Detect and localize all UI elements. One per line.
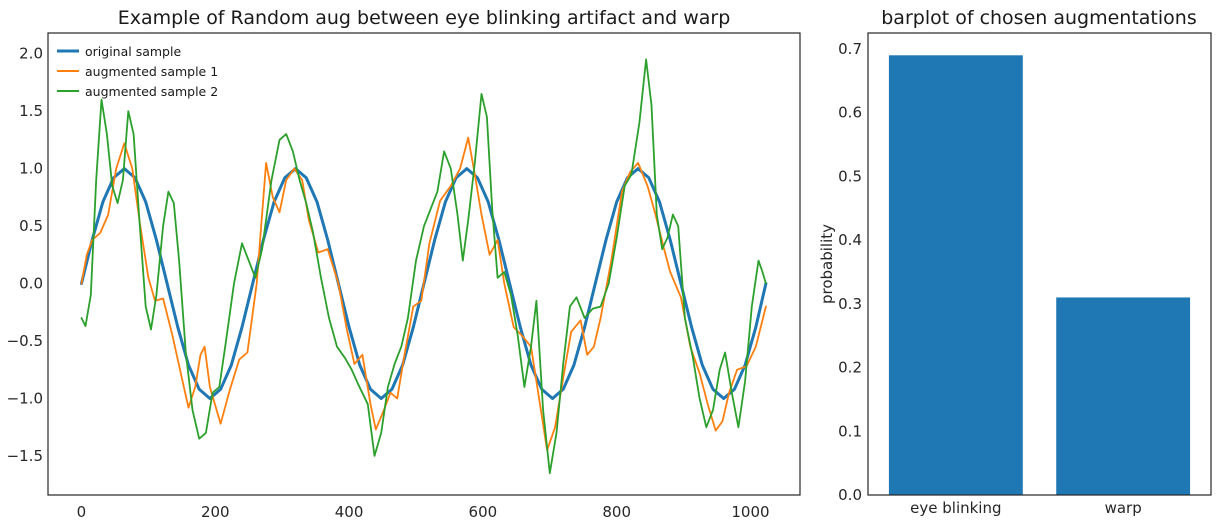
bar-x-ticks: eye blinking warp <box>910 499 1142 517</box>
bar-chart-title: barplot of chosen augmentations <box>881 7 1196 29</box>
line-y-tick-label: 2.0 <box>19 45 43 63</box>
series-line-1 <box>80 136 767 452</box>
bar-x-tick-label: eye blinking <box>910 499 1001 517</box>
line-x-ticks: 0 200 400 600 800 1000 <box>77 503 770 521</box>
line-y-tick-label: −1.5 <box>7 447 43 465</box>
bar-y-ticks: 0.0 0.1 0.2 0.3 0.4 0.5 0.6 0.7 <box>838 40 862 504</box>
line-y-tick-label: 0.5 <box>19 217 43 235</box>
bar-layer <box>888 55 1191 496</box>
line-chart-frame <box>47 32 801 496</box>
bar-y-tick-label: 0.1 <box>838 422 862 440</box>
legend-label-aug1: augmented sample 1 <box>85 64 218 79</box>
line-chart: Example of Random aug between eye blinki… <box>7 7 801 521</box>
bar-chart: barplot of chosen augmentations 0.00.10.… <box>818 7 1212 517</box>
legend-label-original: original sample <box>85 44 181 59</box>
bar-x-tick-label: warp <box>1105 499 1142 517</box>
line-x-tick-label: 1000 <box>731 503 769 521</box>
line-x-tick-label: 0 <box>77 503 87 521</box>
series-line-2 <box>80 58 767 475</box>
bar-y-axis-label: probability <box>818 224 836 304</box>
line-y-tick-label: 1.0 <box>19 160 43 178</box>
line-y-tick-label: −1.0 <box>7 389 43 407</box>
line-y-tick-label: −0.5 <box>7 332 43 350</box>
line-x-tick-label: 400 <box>335 503 364 521</box>
bar-chart-frame <box>867 32 1212 496</box>
bar-1 <box>1056 297 1191 495</box>
line-y-tick-label: 1.5 <box>19 102 43 120</box>
bar-y-tick-label: 0.0 <box>838 486 862 504</box>
line-x-tick-label: 600 <box>469 503 498 521</box>
bar-y-tick-label: 0.3 <box>838 295 862 313</box>
bar-0 <box>888 55 1023 496</box>
bar-y-tick-label: 0.7 <box>838 40 862 58</box>
legend: original sample augmented sample 1 augme… <box>57 44 218 99</box>
bar-y-tick-label: 0.5 <box>838 167 862 185</box>
bar-y-tick-label: 0.2 <box>838 359 862 377</box>
bar-y-tick-label: 0.4 <box>838 231 862 249</box>
line-y-tick-label: 0.0 <box>19 275 43 293</box>
line-x-tick-label: 200 <box>201 503 230 521</box>
legend-label-aug2: augmented sample 2 <box>85 84 218 99</box>
line-x-tick-label: 800 <box>602 503 631 521</box>
line-y-ticks: −1.5 −1.0 −0.5 0.0 0.5 1.0 1.5 2.0 <box>7 45 43 465</box>
line-series-layer <box>80 58 768 475</box>
bar-y-tick-label: 0.6 <box>838 104 862 122</box>
line-chart-title: Example of Random aug between eye blinki… <box>118 7 731 29</box>
